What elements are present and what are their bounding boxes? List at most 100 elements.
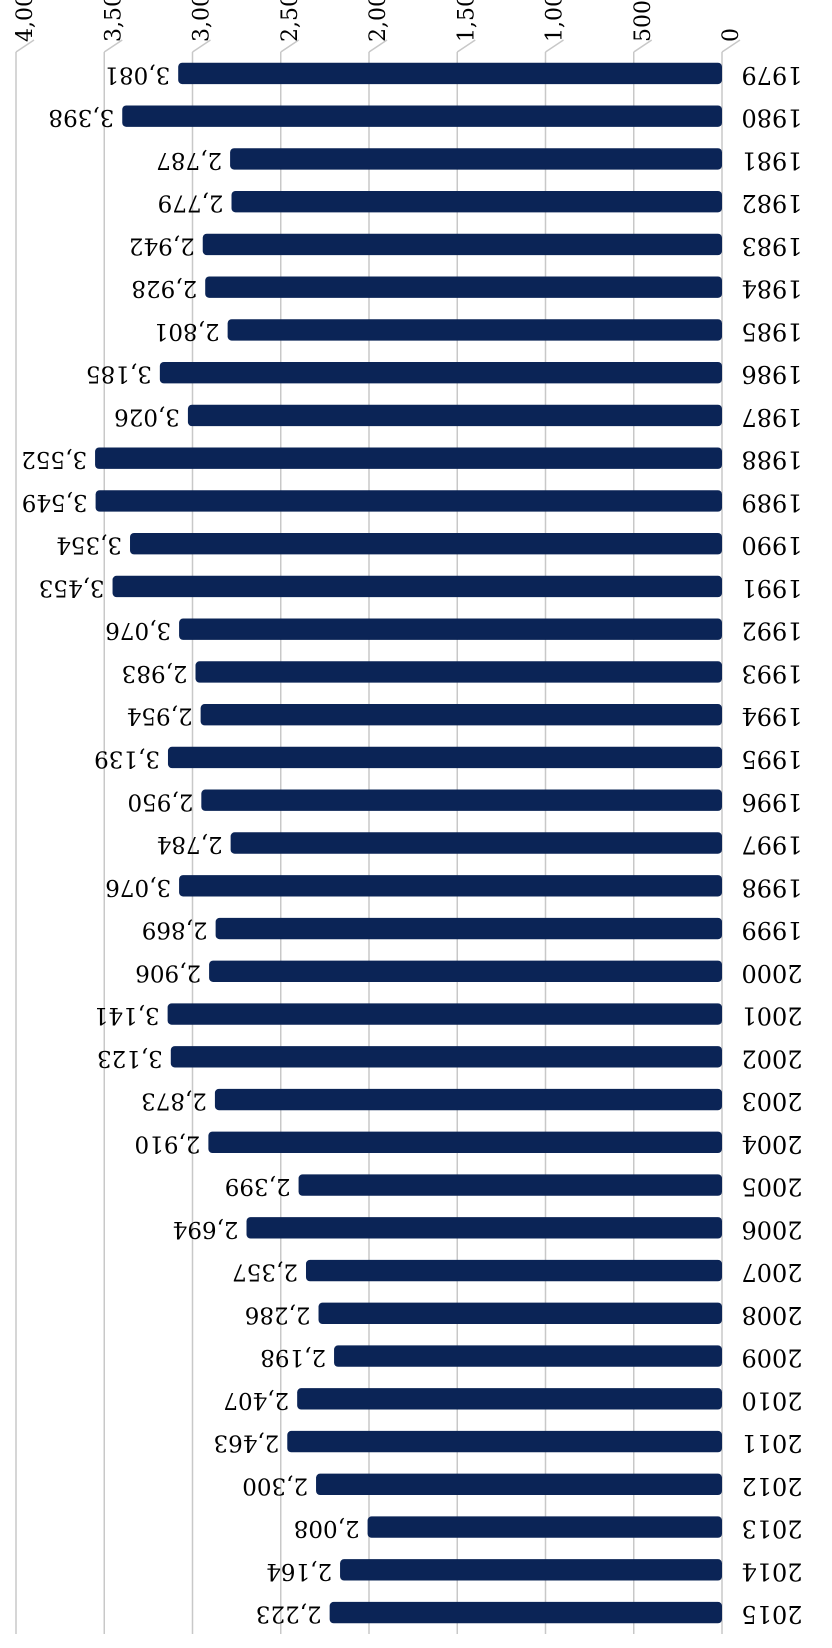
category-label: 1996	[741, 788, 802, 816]
value-tick-label: 500	[631, 0, 656, 42]
data-label: 2,223	[256, 1601, 322, 1627]
category-label: 1999	[741, 916, 802, 944]
gridline-base	[280, 39, 300, 53]
category-label: 1987	[741, 403, 802, 431]
bar	[298, 1174, 722, 1196]
category-label: 2004	[741, 1130, 802, 1158]
bar	[305, 1259, 722, 1282]
data-label: 2,407	[223, 1387, 289, 1413]
bar	[227, 319, 722, 341]
bar	[297, 1388, 722, 1410]
bar	[246, 1217, 722, 1239]
value-tick-label: 3,500	[101, 0, 126, 42]
category-label: 1980	[741, 104, 802, 132]
data-label: 2,869	[142, 917, 208, 943]
data-label: 3,123	[97, 1045, 163, 1071]
bar	[201, 789, 722, 811]
gridline-base	[368, 39, 388, 53]
category-label: 1993	[741, 659, 802, 687]
bar	[208, 1131, 722, 1153]
value-tick-label: 0	[719, 28, 744, 42]
value-tick-label: 2,000	[366, 0, 391, 42]
category-label: 1995	[741, 745, 802, 773]
bar	[367, 1516, 722, 1538]
data-label: 3,185	[86, 361, 152, 387]
data-label: 2,357	[232, 1259, 298, 1285]
category-label: 1988	[741, 446, 802, 474]
data-label: 3,453	[39, 574, 105, 600]
value-tick-label: 1,000	[543, 0, 568, 42]
bar	[318, 1302, 722, 1325]
data-label: 2,164	[266, 1558, 332, 1584]
category-label: 2000	[741, 959, 802, 987]
value-tick-label: 3,000	[190, 0, 215, 42]
category-label: 1991	[741, 574, 802, 602]
bar	[130, 533, 722, 555]
data-label: 2,784	[157, 831, 223, 857]
label-layer: 1979 3,081 1980 3,398 1981 2,787 1982 2,779 1983…	[21, 61, 802, 1628]
data-label: 3,026	[114, 403, 180, 429]
bar	[230, 832, 722, 854]
data-label: 2,906	[135, 959, 201, 985]
gridline-base	[103, 39, 123, 53]
category-label: 1984	[741, 275, 802, 303]
bar	[316, 1473, 722, 1496]
data-label: 3,076	[105, 874, 171, 900]
bar	[340, 1559, 722, 1581]
data-label: 2,198	[260, 1344, 326, 1370]
bar	[167, 1003, 722, 1025]
category-label: 2014	[741, 1557, 802, 1585]
bar	[122, 105, 722, 127]
category-label: 2006	[741, 1215, 802, 1243]
bar	[179, 618, 722, 640]
category-label: 1992	[741, 617, 802, 645]
category-label: 1985	[741, 317, 802, 345]
bar	[214, 1088, 722, 1111]
category-label: 2002	[741, 1044, 802, 1072]
data-label: 2,300	[242, 1472, 308, 1498]
category-label: 2005	[741, 1173, 802, 1201]
gridline-base	[633, 39, 653, 53]
bar	[187, 404, 722, 427]
data-label: 2,801	[154, 318, 220, 344]
category-label: 1986	[741, 360, 802, 388]
category-label: 2001	[741, 1002, 802, 1030]
value-tick-label: 2,500	[278, 0, 303, 42]
bar	[195, 661, 722, 683]
data-label: 2,954	[127, 703, 193, 729]
value-tick-label: 1,500	[454, 0, 479, 42]
bar	[167, 746, 722, 769]
category-label: 1982	[741, 189, 802, 217]
category-label: 2011	[741, 1429, 802, 1457]
gridline-base	[192, 39, 211, 53]
category-label: 2015	[741, 1600, 802, 1628]
axis-layer: 0 500 1,000 1,500 2,000 2,500 3,000 3,500 4,000	[13, 0, 744, 42]
bar	[95, 447, 722, 469]
data-label: 3,076	[105, 617, 171, 643]
category-label: 2008	[741, 1301, 802, 1329]
bar	[178, 62, 722, 85]
category-label: 1981	[741, 146, 802, 174]
bar	[231, 190, 722, 213]
data-label: 3,141	[94, 1002, 160, 1028]
bar	[215, 917, 722, 940]
data-label: 2,399	[225, 1173, 291, 1199]
data-label: 3,081	[104, 61, 170, 87]
data-label: 3,139	[94, 745, 160, 771]
data-label: 2,928	[131, 275, 197, 301]
bar	[334, 1345, 722, 1367]
data-label: 2,008	[294, 1515, 360, 1541]
data-label: 2,286	[245, 1301, 311, 1327]
category-label: 1997	[741, 831, 802, 859]
bar	[230, 148, 722, 170]
data-label: 2,694	[173, 1216, 239, 1242]
bar	[200, 704, 722, 726]
data-label: 2,983	[122, 660, 188, 686]
bar	[209, 960, 722, 982]
data-label: 2,787	[156, 147, 222, 173]
value-tick-label: 4,000	[13, 0, 38, 42]
category-label: 2010	[741, 1386, 802, 1414]
category-label: 1990	[741, 531, 802, 559]
category-label: 2007	[741, 1258, 802, 1286]
